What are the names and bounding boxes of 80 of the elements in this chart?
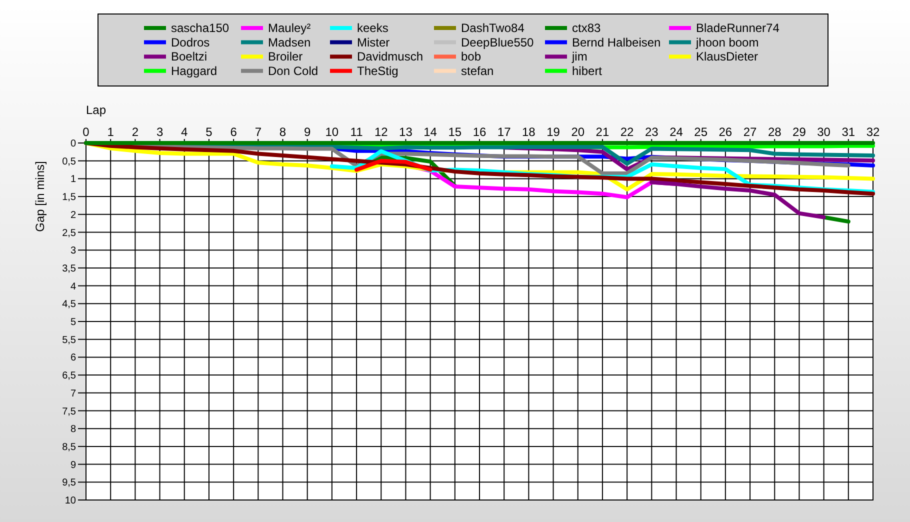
x-tick-label: 29 [792,125,806,139]
legend-label: Bernd Halbeisen [572,35,661,50]
y-tick-label: 8 [70,424,76,436]
x-tick-label: 10 [325,125,339,139]
x-tick-label: 18 [522,125,536,139]
y-tick-label: 2 [70,210,76,221]
x-tick-label: 16 [472,125,486,139]
y-tick-label: 6 [70,352,76,364]
legend-label: Mauley² [268,21,311,35]
y-tick-label: 6,5 [62,370,76,382]
y-tick-label: 4,5 [62,299,76,310]
legend-label: Davidmusch [357,50,424,64]
y-tick-label: 0 [70,138,76,150]
x-tick-label: 25 [694,125,708,139]
legend-label: jim [571,50,588,64]
y-tick-label: 1 [70,174,76,186]
x-tick-label: 26 [718,125,732,139]
x-tick-label: 9 [304,125,311,139]
legend-label: DashTwo84 [461,21,525,35]
legend-label: Dodros [171,35,210,50]
legend-label: Haggard [171,64,218,78]
x-tick-label: 23 [644,125,659,139]
x-tick-label: 31 [842,125,856,139]
legend-label: Madsen [268,35,311,50]
y-tick-label: 3 [70,246,76,257]
legend-label: stefan [461,64,494,78]
legend-label: bob [461,50,482,64]
legend-label: Boeltzi [171,50,208,64]
legend-label: hibert [572,64,603,78]
x-tick-label: 21 [596,125,610,139]
legend-label: jhoon boom [695,35,759,50]
x-tick-label: 0 [82,125,90,139]
legend-label: Broiler [268,50,303,64]
y-axis-title: Gap [in mins] [33,161,47,232]
x-tick-label: 1 [107,125,114,139]
x-tick-label: 24 [670,125,684,139]
x-tick-label: 11 [350,125,364,139]
legend-label: KlausDieter [696,50,758,64]
y-tick-label: 5,5 [62,334,76,346]
legend-label: BladeRunner74 [696,21,780,35]
x-tick-label: 2 [132,125,139,139]
x-tick-label: 30 [817,125,831,139]
x-tick-label: 22 [620,125,634,139]
legend-label: sascha150 [171,21,230,35]
x-tick-label: 17 [497,125,512,139]
y-tick-label: 8,5 [62,442,76,453]
x-tick-label: 3 [156,125,164,139]
legend-label: Don Cold [268,64,318,78]
y-tick-label: 9,5 [62,478,76,489]
x-tick-label: 15 [448,125,462,139]
y-tick-label: 0,5 [62,156,76,168]
line-series [650,180,826,220]
y-tick-label: 4 [70,281,76,292]
x-tick-label: 4 [181,125,188,139]
legend-label: keeks [357,21,388,35]
x-tick-label: 19 [546,125,560,139]
x-tick-label: 5 [206,125,213,139]
legend-label: TheStig [357,64,398,78]
x-tick-label: 7 [254,125,262,139]
x-tick-label: 14 [424,125,438,139]
y-tick-label: 10 [64,496,76,506]
x-tick-label: 6 [230,125,238,139]
x-tick-label: 32 [866,125,880,139]
y-tick-label: 7,5 [62,406,76,418]
x-axis-title: Lap [86,103,106,117]
x-tick-label: 28 [768,125,782,139]
x-tick-label: 13 [399,125,413,139]
x-tick-label: 20 [571,125,585,139]
legend-label: ctx83 [572,21,602,35]
y-tick-label: 2,5 [62,228,76,239]
x-tick-label: 8 [279,125,286,139]
y-tick-label: 7 [70,388,76,400]
y-tick-label: 5 [70,317,76,328]
legend-label: Mister [357,35,390,50]
x-tick-label: 12 [374,125,388,139]
x-tick-label: 27 [743,125,758,139]
y-tick-label: 1,5 [62,192,76,204]
y-tick-label: 9 [70,460,76,471]
y-tick-label: 3,5 [62,263,76,274]
legend-label: DeepBlue550 [461,35,534,50]
